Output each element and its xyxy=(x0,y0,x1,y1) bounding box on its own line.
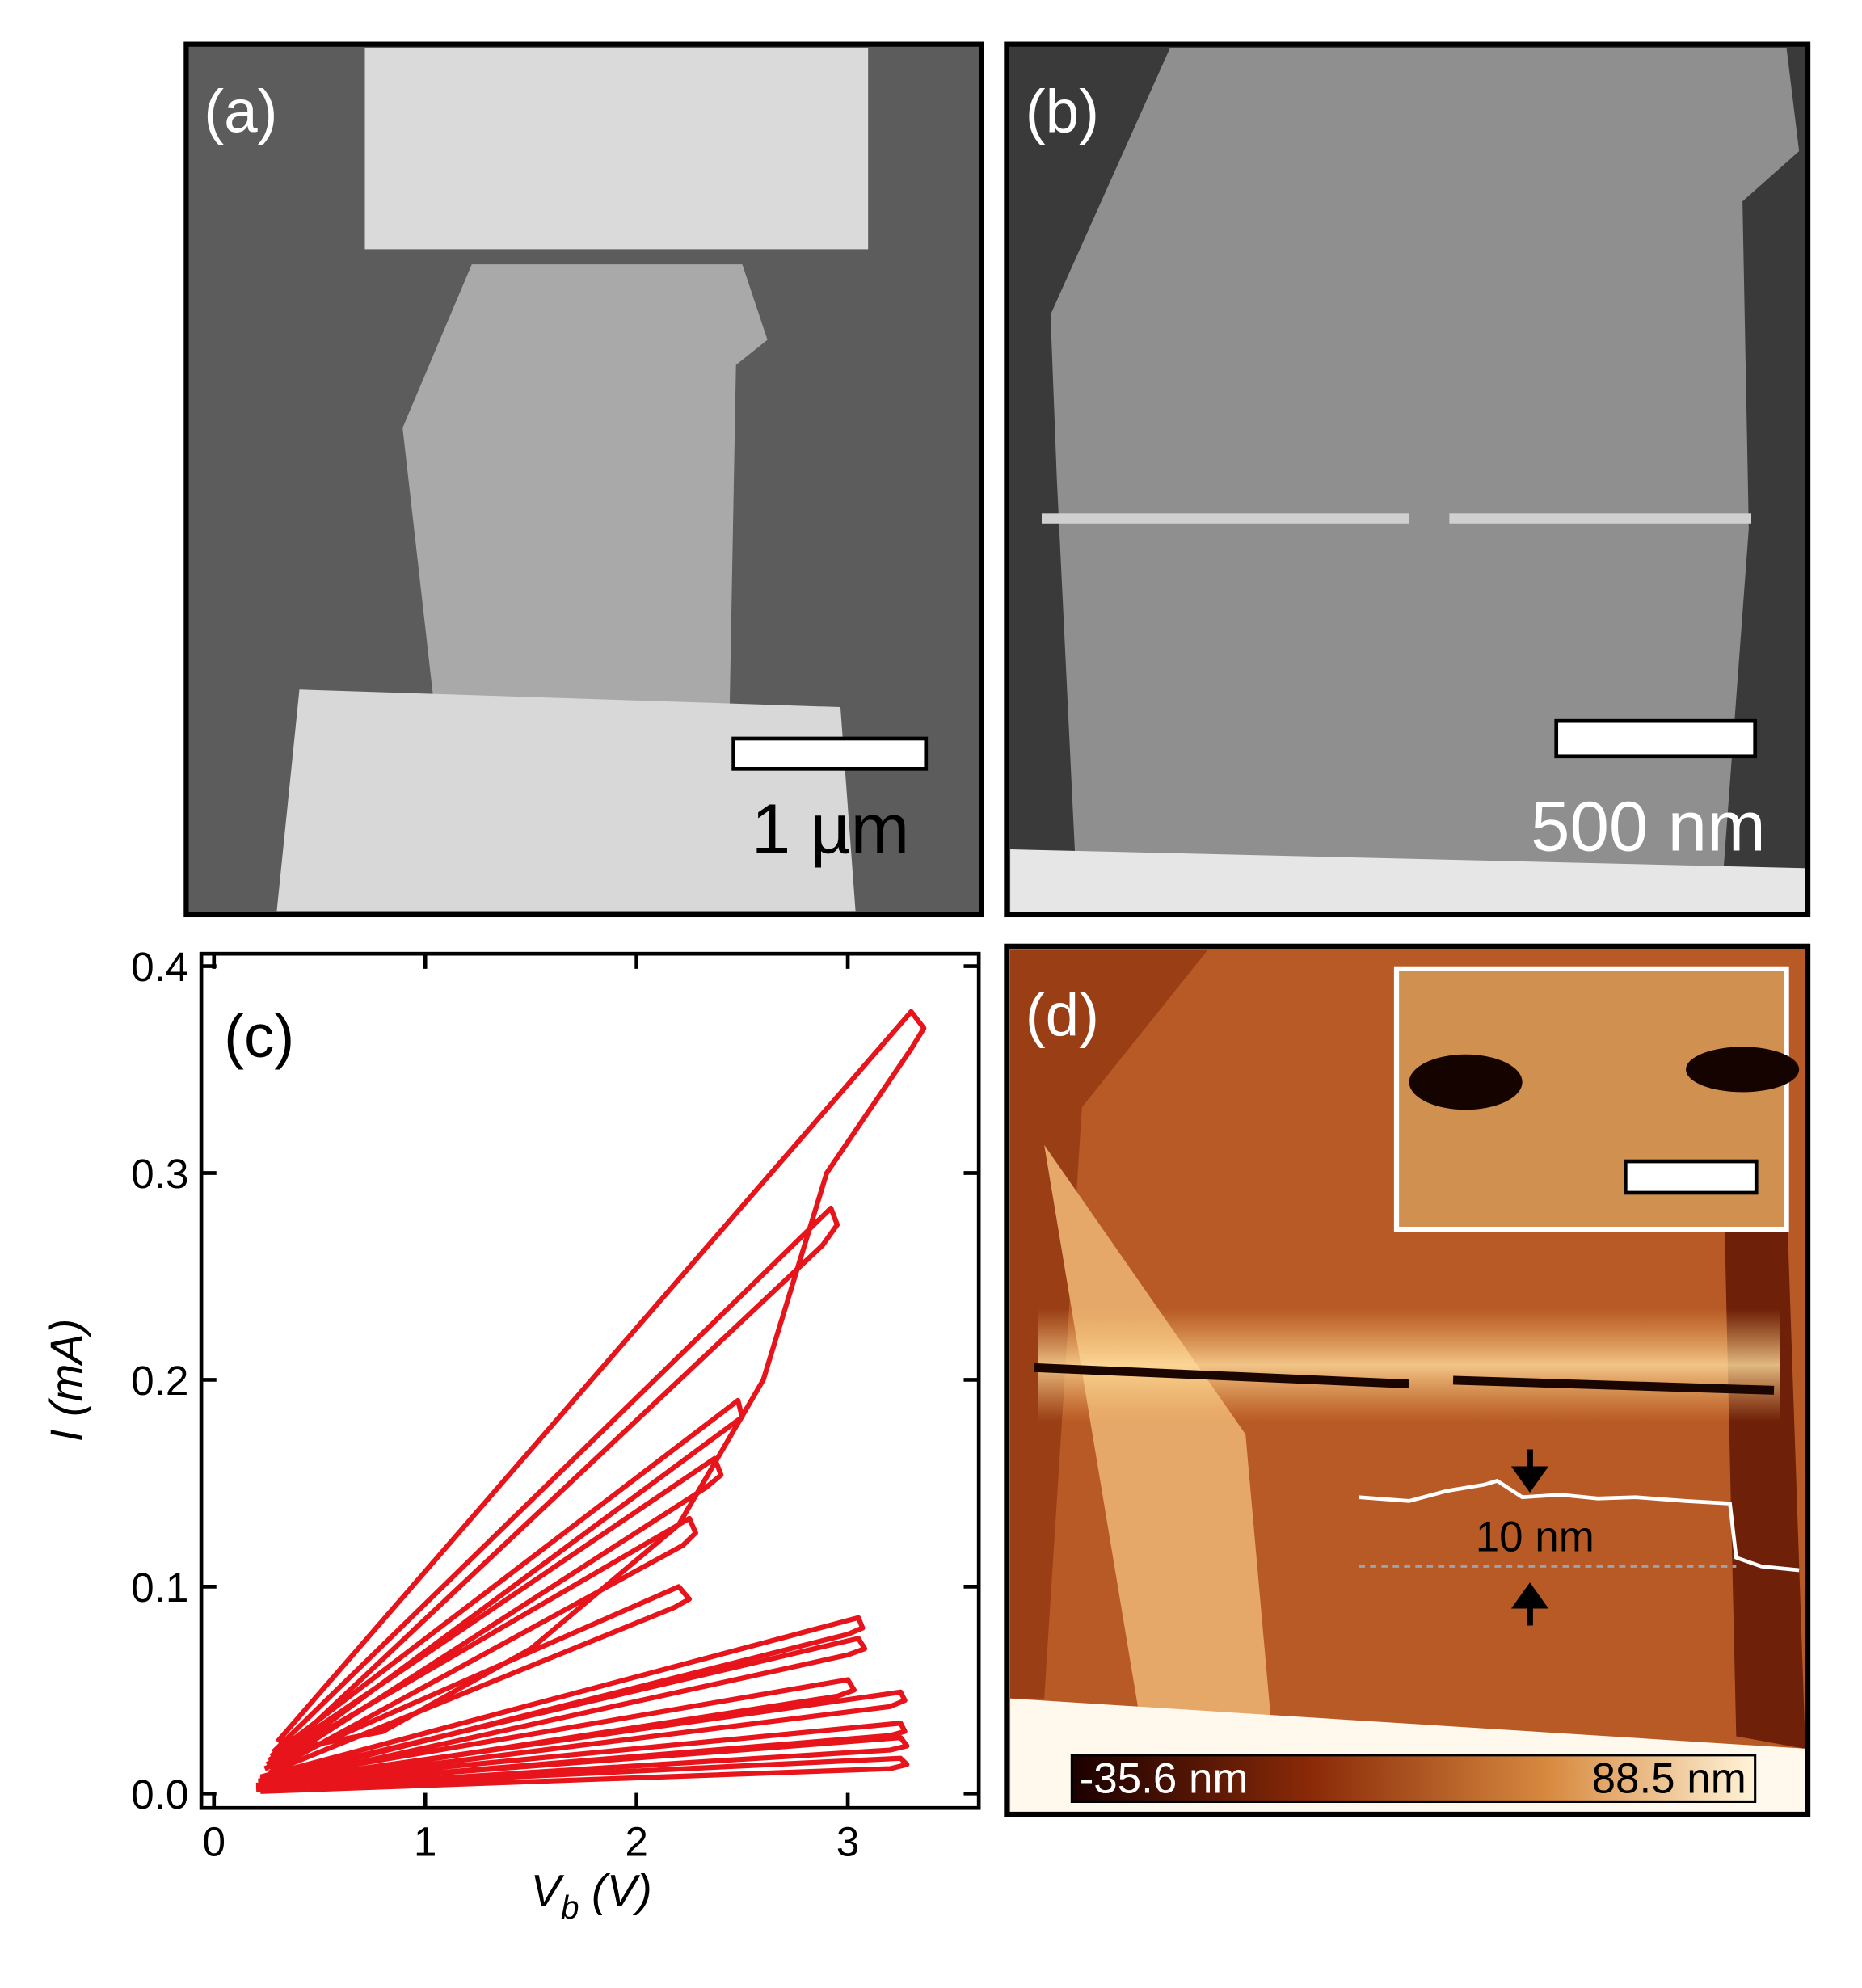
colorbar-min: -35.6 nm xyxy=(1080,1755,1249,1803)
scale-label: 500 nm xyxy=(1531,788,1766,866)
electrode xyxy=(276,689,856,912)
flake xyxy=(1050,48,1800,869)
x-label-subscript: b xyxy=(561,1889,579,1926)
scale-label: 1 µm xyxy=(752,790,910,869)
y-label-unit: (mA) xyxy=(40,1319,91,1430)
flake xyxy=(402,264,768,705)
y-tick-label: 0.4 xyxy=(131,943,188,990)
profile-label: 10 nm xyxy=(1476,1514,1594,1561)
scale-bar xyxy=(1554,718,1758,759)
iv-loop xyxy=(269,1397,745,1765)
x-label-symbol: V xyxy=(531,1865,565,1916)
gap-edge xyxy=(1041,513,1409,524)
x-tick-label: 1 xyxy=(414,1817,437,1864)
y-axis-label: I (mA) xyxy=(40,1319,91,1443)
colorbar xyxy=(1070,1754,1757,1803)
inset-gap xyxy=(1409,1054,1523,1110)
scale-bar xyxy=(731,736,929,771)
x-axis-label: Vb (V) xyxy=(531,1865,652,1927)
iv-loop xyxy=(259,1636,868,1786)
panel-label: (a) xyxy=(204,78,277,145)
y-tick-label: 0.0 xyxy=(131,1771,188,1817)
panel-a: (a) 1 µm xyxy=(183,41,984,918)
x-tick-label: 2 xyxy=(625,1817,648,1864)
panel-d: 10 nm -35.6 nm 88.5 nm (d) xyxy=(1004,943,1811,1817)
x-tick-label: 3 xyxy=(836,1817,860,1864)
y-tick-label: 0.3 xyxy=(131,1150,188,1197)
colorbar-max: 88.5 nm xyxy=(1592,1755,1746,1803)
frame xyxy=(1004,943,1811,1817)
panel-label: (b) xyxy=(1026,78,1099,145)
frame xyxy=(183,41,984,918)
panel-c: (c) Vb (V) I (mA) 0 1 2 3 0.0 0.1 0.2 0.3 0.4 xyxy=(40,943,981,1927)
iv-loop xyxy=(255,1755,910,1794)
iv-loop xyxy=(259,1615,866,1784)
iv-loop xyxy=(271,1205,840,1761)
y-label-symbol: I xyxy=(40,1430,91,1443)
afm-region xyxy=(1044,1144,1271,1718)
iv-loop xyxy=(275,1009,927,1755)
gap-edge xyxy=(1449,513,1752,524)
iv-loop xyxy=(265,1515,698,1773)
height-profile xyxy=(1359,1478,1800,1573)
y-tick-label: 0.2 xyxy=(131,1357,188,1404)
electrode xyxy=(1010,849,1809,915)
iv-loop xyxy=(258,1689,908,1788)
gap-line xyxy=(1452,1375,1775,1395)
afm-glow xyxy=(1038,1308,1780,1422)
arrows xyxy=(1510,1449,1549,1626)
electrode xyxy=(364,48,869,250)
panel-label: (d) xyxy=(1026,980,1099,1048)
iv-loop xyxy=(263,1584,693,1775)
iv-loop xyxy=(267,1455,724,1769)
scale-bar xyxy=(1623,1159,1759,1195)
afm-region xyxy=(1010,950,1208,1699)
y-tick-label: 0.1 xyxy=(131,1564,188,1611)
panel-b: (b) 500 nm xyxy=(1004,41,1811,918)
iv-loop xyxy=(255,1735,910,1792)
frame xyxy=(1004,41,1811,918)
x-label-unit: (V) xyxy=(579,1865,651,1916)
x-tick-label: 0 xyxy=(202,1817,225,1864)
gap-line xyxy=(1034,1363,1409,1389)
panel-label: (c) xyxy=(224,1002,294,1070)
inset-gap xyxy=(1686,1047,1800,1093)
